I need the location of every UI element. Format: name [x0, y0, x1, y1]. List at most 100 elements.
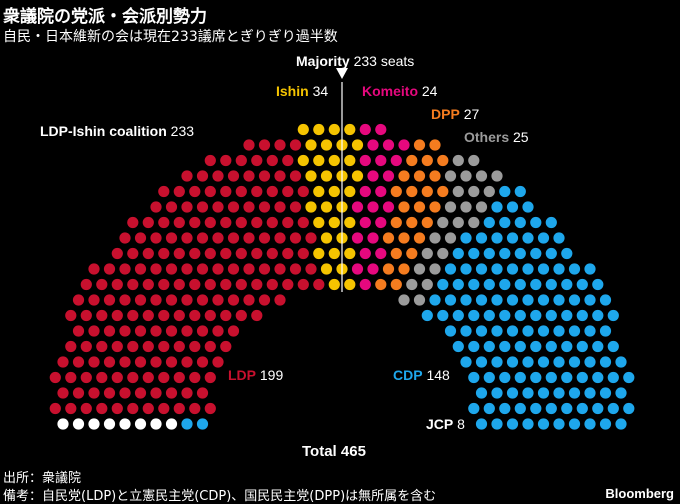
seat-ldp [282, 185, 294, 198]
seat-cdp [599, 294, 612, 306]
seat-cdp [491, 418, 503, 430]
seat-cdp [561, 309, 573, 322]
seat-ishin [313, 247, 325, 260]
seat-ldp [127, 402, 139, 415]
seat-ldp [289, 170, 302, 182]
seat-cdp [592, 278, 604, 291]
majority-marker-icon [336, 68, 348, 79]
seat-cdp [491, 387, 503, 399]
seat-cdp [444, 325, 457, 337]
seat-komeito [367, 232, 379, 244]
seat-cdp [522, 294, 534, 306]
seat-ldp [158, 340, 170, 353]
seat-ldp [251, 247, 263, 260]
seat-others [398, 294, 410, 306]
seat-cdp [499, 216, 511, 229]
seat-ishin [351, 139, 364, 151]
seat-cdp [483, 309, 495, 322]
seat-cdp [475, 232, 488, 244]
seat-cdp [530, 278, 542, 291]
seat-ldp [251, 154, 263, 167]
seat-others [468, 216, 480, 229]
seat-ldp [251, 278, 263, 291]
seat-ishin [320, 232, 333, 244]
seat-cdp [483, 247, 495, 260]
seat-ldp [204, 154, 216, 167]
seat-ldp [150, 294, 162, 306]
seat-ldp [189, 185, 201, 198]
seat-others [444, 232, 457, 244]
seat-ldp [189, 371, 201, 384]
seat-ldp [158, 185, 170, 198]
seat-ldp [297, 278, 309, 291]
seat-ldp [289, 263, 302, 275]
seat-ldp [111, 309, 123, 322]
seat-dpp [429, 170, 441, 182]
seat-cdp [553, 232, 565, 244]
seat-ishin [344, 278, 356, 291]
seat-dpp [413, 232, 426, 244]
seat-ldp [204, 340, 216, 353]
label-others: Others 25 [464, 129, 529, 145]
seat-cdp [460, 356, 472, 368]
majority-label: Majority 233 seats [296, 53, 415, 69]
seat-ldp [258, 139, 271, 151]
seat-ldp [150, 356, 162, 368]
seat-komeito [351, 201, 364, 213]
footnote: 備考：自民党(LDP)と立憲民主党(CDP)、国民民主党(DPP)は無所属を含む [3, 489, 437, 504]
seat-cdp [537, 325, 550, 337]
seat-ldp [266, 185, 278, 198]
seat-ldp [165, 387, 178, 399]
seat-komeito [359, 185, 371, 198]
seat-ldp [266, 247, 278, 260]
seat-ldp [181, 356, 193, 368]
seat-ishin [328, 185, 340, 198]
seat-dpp [406, 185, 418, 198]
seat-ldp [297, 216, 309, 229]
seat-cdp [491, 294, 503, 306]
seat-cdp [483, 216, 495, 229]
seat-cdp [460, 232, 472, 244]
seat-cdp [468, 309, 480, 322]
seat-cdp [576, 340, 588, 353]
seat-ldp [142, 216, 154, 229]
seat-dpp [398, 201, 410, 213]
seat-others [421, 278, 433, 291]
seat-ishin [328, 154, 340, 167]
seat-cdp [584, 294, 596, 306]
seat-ldp [196, 201, 209, 213]
seat-ishin [297, 154, 309, 167]
seat-ldp [165, 325, 178, 337]
seat-cdp [514, 402, 526, 415]
seat-others [413, 294, 426, 306]
seat-others [468, 154, 480, 167]
seat-ldp [142, 309, 154, 322]
seat-ldp [227, 263, 240, 275]
seat-ldp [165, 356, 178, 368]
seat-cdp [506, 263, 519, 275]
seat-ldp [158, 247, 170, 260]
seat-cdp [460, 294, 472, 306]
seat-dpp [413, 201, 426, 213]
seat-cdp [491, 325, 503, 337]
seat-ldp [274, 139, 286, 151]
seat-dpp [406, 154, 418, 167]
seat-cdp [530, 340, 542, 353]
seat-ldp [235, 154, 247, 167]
seat-ldp [196, 263, 209, 275]
seat-ldp [142, 247, 154, 260]
seat-ldp [173, 247, 185, 260]
seat-cdp [623, 402, 635, 415]
seat-cdp [468, 371, 480, 384]
seat-cdp [568, 418, 581, 430]
seat-others [421, 247, 433, 260]
seat-cdp [437, 278, 449, 291]
seat-dpp [437, 185, 449, 198]
seat-ishin [328, 123, 340, 136]
seat-ldp [127, 216, 139, 229]
seat-ldp [158, 402, 170, 415]
seat-cdp [599, 387, 612, 399]
seat-cdp [599, 418, 612, 430]
seat-cdp [468, 402, 480, 415]
seat-ishin [344, 216, 356, 229]
